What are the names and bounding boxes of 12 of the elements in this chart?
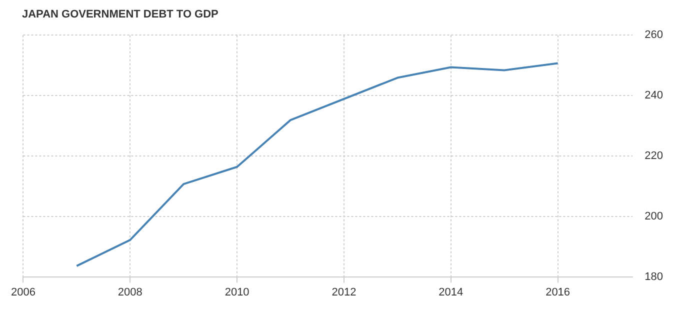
x-tick-label: 2012 — [332, 286, 356, 298]
x-tick-label: 2014 — [438, 286, 464, 298]
x-tick-label: 2006 — [10, 286, 36, 298]
y-tick-label: 180 — [644, 270, 664, 283]
y-tick-label: 200 — [644, 210, 664, 222]
chart-title: JAPAN GOVERNMENT DEBT TO GDP — [22, 8, 218, 21]
y-tick-label: 240 — [644, 90, 664, 102]
x-tick-label: 2010 — [224, 286, 250, 298]
x-tick-label: 2016 — [546, 286, 570, 298]
y-tick-label: 220 — [644, 150, 664, 162]
x-tick-label: 2008 — [118, 286, 142, 298]
y-tick-label: 260 — [644, 29, 664, 42]
